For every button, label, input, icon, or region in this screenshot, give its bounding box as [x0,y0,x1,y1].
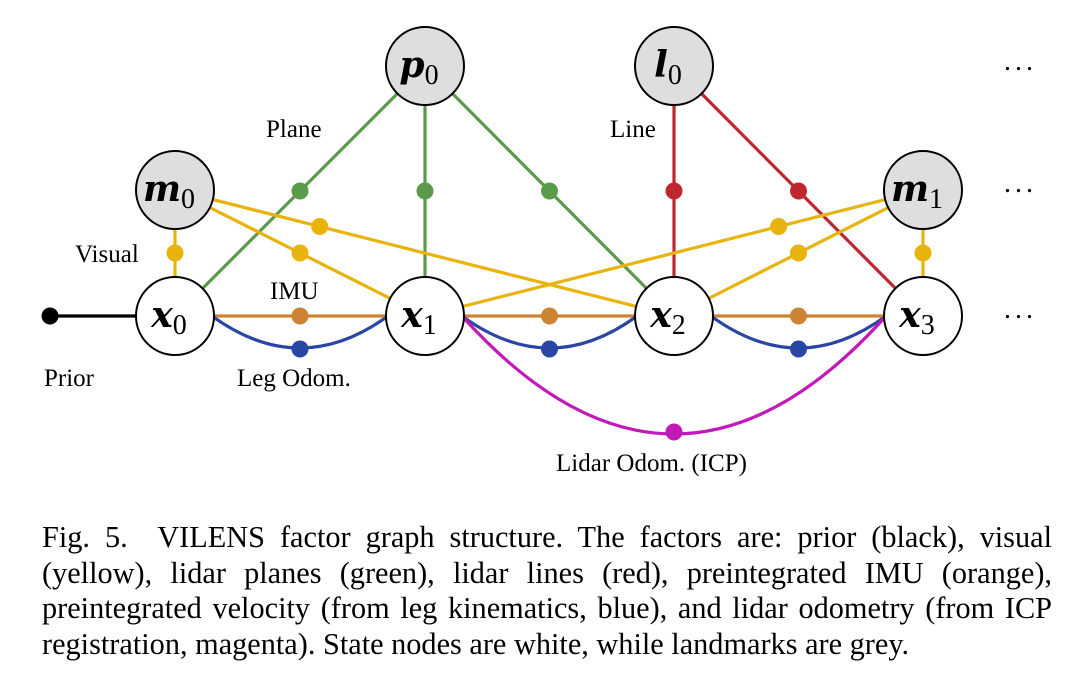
label-prior: Prior [44,365,95,392]
visual-factor-dot-9 [790,244,807,262]
node-m1: m1 [883,150,963,230]
line-factor-dot-4 [790,182,807,200]
ellipsis-middle: ... [1004,168,1037,199]
node-x1: x1 [385,276,465,356]
node-m0-circle [135,150,215,230]
leg-factor-dot-14 [291,340,309,358]
visual-factor-dot-8 [770,218,788,236]
node-m0: m0 [135,150,215,230]
node-m0-label: m0 [143,168,195,215]
node-l0-label: l0 [654,44,682,91]
ellipsis-group: ... ... ... [1004,46,1037,325]
node-p0: p0 [385,26,465,106]
ellipsis-bottom: ... [1004,294,1037,325]
node-x0: x0 [135,276,215,356]
node-p0-label: p0 [399,44,438,91]
node-x2-circle [634,276,714,356]
label-lidar-odom: Lidar Odom. (ICP) [556,450,747,477]
figure-caption: Fig. 5. VILENS factor graph structure. T… [42,520,1052,661]
imu-factor-dot-12 [541,307,558,325]
plane-factor-dot-1 [416,182,434,200]
node-x2-label: x2 [649,294,685,341]
label-imu: IMU [270,278,319,305]
label-leg-odom: Leg Odom. [237,365,351,392]
imu-factor-dot-11 [291,307,309,325]
plane-factor-dot-0 [291,182,309,200]
visual-factor-dot-7 [311,218,329,236]
visual-factor-edge-8 [424,188,924,318]
visual-factor-dot-5 [166,244,184,262]
node-x3-label: x3 [898,294,934,341]
factor-dots [41,182,932,441]
imu-factor-dot-13 [790,307,807,325]
line-factor-dot-3 [665,182,683,200]
visual-factor-dot-6 [291,244,309,262]
node-m1-label: m1 [891,168,943,215]
node-p0-circle [385,26,465,106]
factor-graph-diagram: x0 x1 x2 x3 m0 m1 p0 l0 Plane Line Visual IMU P… [41,26,1037,477]
edge-labels: Plane Line Visual IMU Prior Leg Odom. Li… [44,116,747,477]
leg-factor-dot-16 [790,340,807,358]
visual-factor-edge-7 [174,188,675,318]
graph-nodes: x0 x1 x2 x3 m0 m1 p0 l0 [135,26,963,356]
node-x3-circle [883,276,963,356]
node-x2: x2 [634,276,714,356]
plane-factor-dot-2 [541,182,558,200]
node-x0-label: x0 [150,294,186,341]
label-plane: Plane [266,116,322,143]
node-l0: l0 [634,26,714,106]
ellipsis-top: ... [1004,46,1037,77]
node-x0-circle [135,276,215,356]
leg-factor-dot-15 [541,340,558,358]
label-line: Line [610,116,656,143]
node-x1-circle [385,276,465,356]
lidar-odom-factor-dot-17 [665,423,683,441]
node-l0-circle [634,26,714,106]
node-x1-label: x1 [400,294,436,341]
prior-factor-dot-18 [41,307,59,325]
node-m1-circle [883,150,963,230]
node-x3: x3 [883,276,963,356]
visual-factor-dot-10 [914,244,932,262]
label-visual: Visual [75,241,139,268]
